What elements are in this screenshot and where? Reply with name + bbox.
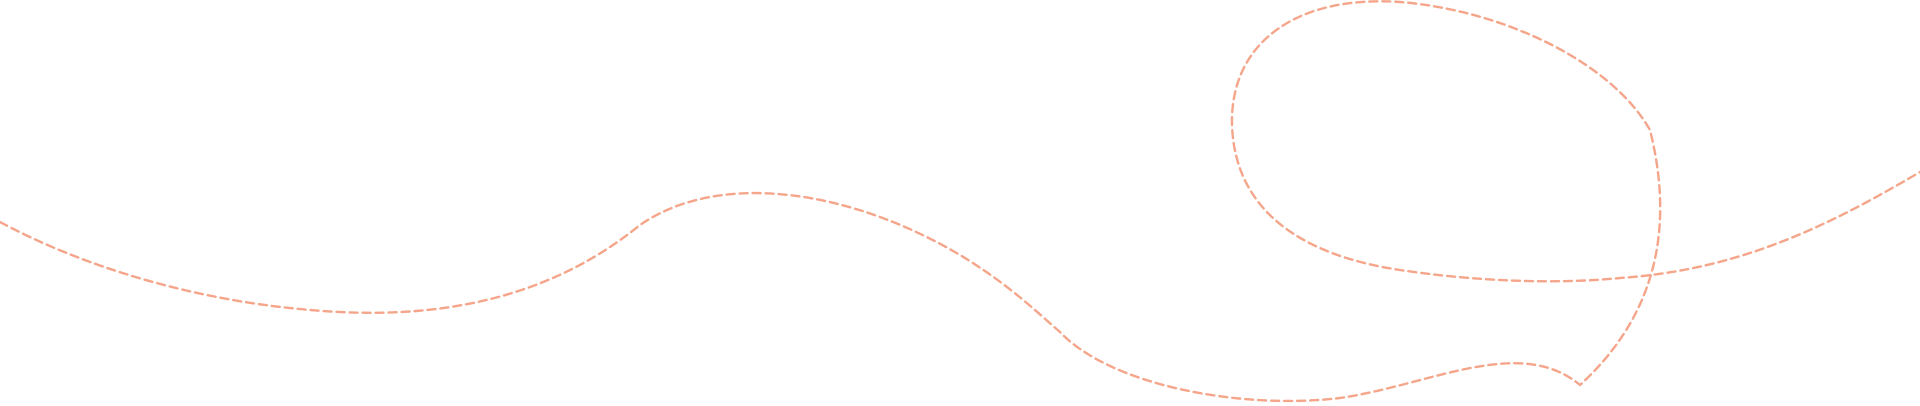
decorative-background xyxy=(0,0,1920,403)
dashed-curve-line xyxy=(0,0,1920,403)
